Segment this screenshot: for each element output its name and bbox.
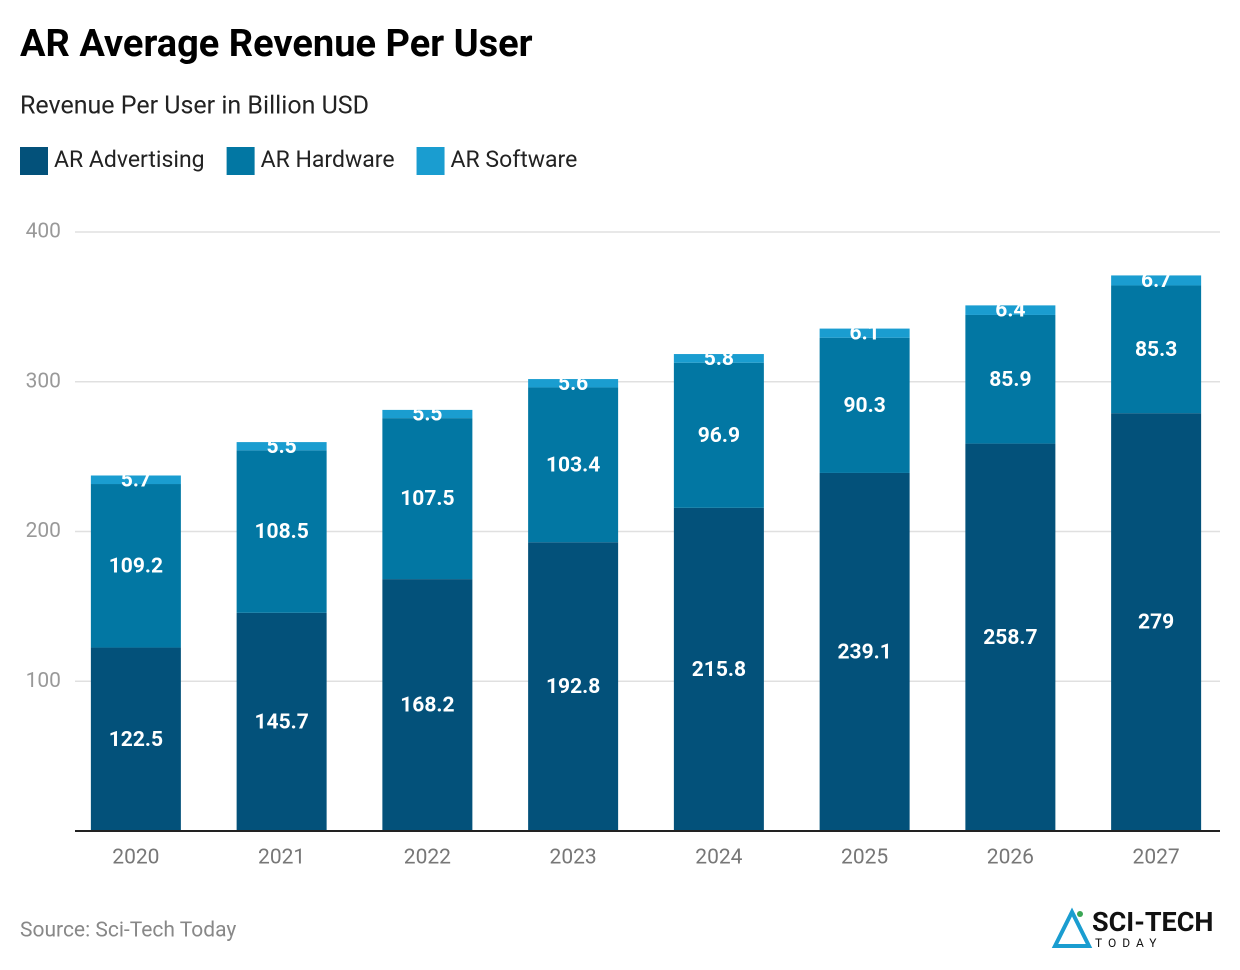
data-label: 5.5	[267, 435, 297, 459]
data-label: 85.3	[1135, 338, 1177, 362]
bar-segment	[965, 305, 1056, 315]
bar-segment	[90, 484, 181, 648]
x-tick-label: 2023	[550, 846, 597, 870]
bar-segment	[236, 612, 327, 831]
data-label: 215.8	[692, 658, 746, 682]
x-tick-label: 2022	[404, 846, 451, 870]
x-tick-label: 2026	[987, 846, 1034, 870]
logo-text: SCI-TECH	[1092, 906, 1213, 938]
data-label: 107.5	[400, 487, 454, 511]
data-label: 6.7	[1141, 269, 1171, 293]
data-label: 109.2	[109, 554, 163, 578]
bar-segment	[965, 443, 1056, 831]
bar-segment	[1111, 285, 1202, 414]
bar-segment	[965, 314, 1056, 444]
legend-swatch	[20, 147, 48, 175]
logo-dot	[1077, 911, 1083, 917]
bar-segment	[382, 409, 473, 419]
bar-segment	[819, 337, 910, 473]
legend-label: AR Advertising	[54, 146, 205, 173]
bar-segment	[382, 579, 473, 831]
data-label: 239.1	[837, 641, 891, 665]
data-label: 108.5	[254, 520, 308, 544]
data-label: 6.1	[850, 322, 880, 346]
data-label: 122.5	[109, 728, 163, 752]
bar-segment	[673, 362, 764, 508]
bar-segment	[528, 379, 619, 388]
bar-segment	[528, 387, 619, 543]
bar-segment	[673, 354, 764, 363]
data-label: 90.3	[844, 394, 886, 418]
data-label: 103.4	[546, 453, 600, 477]
bar-segment	[528, 542, 619, 831]
source: Source: Sci-Tech Today	[20, 919, 236, 943]
data-label: 5.8	[704, 347, 734, 371]
logo-icon	[1051, 907, 1093, 948]
x-tick-label: 2027	[1133, 846, 1180, 870]
legend-swatch	[416, 147, 445, 175]
legend-swatch	[226, 147, 255, 175]
legend-label: AR Software	[451, 146, 578, 173]
data-label: 192.8	[546, 675, 600, 699]
logo-subtext: TODAY	[1095, 936, 1163, 950]
x-tick-label: 2020	[112, 846, 159, 870]
chart-title: AR Average Revenue Per User	[20, 22, 533, 66]
x-tick-label: 2021	[258, 846, 305, 870]
chart-subtitle: Revenue Per User in Billion USD	[20, 92, 369, 121]
x-tick-label: 2024	[695, 846, 742, 870]
data-label: 145.7	[254, 710, 308, 734]
x-tick-label: 2025	[841, 846, 888, 870]
bar-segment	[90, 647, 181, 831]
data-label: 5.6	[558, 372, 588, 396]
data-label: 96.9	[698, 424, 740, 448]
bar-segment	[1111, 413, 1202, 831]
logo: SCI-TECH TODAY	[1051, 906, 1213, 950]
bar-segment	[673, 507, 764, 831]
legend-label: AR Hardware	[261, 146, 395, 173]
bar-segment	[90, 475, 181, 485]
y-tick-label: 100	[26, 669, 61, 693]
y-tick-label: 400	[26, 220, 61, 244]
data-label: 5.7	[121, 468, 151, 492]
data-label: 5.5	[412, 403, 442, 427]
bar-segment	[382, 418, 473, 580]
bar-segment	[819, 472, 910, 831]
data-label: 6.4	[995, 299, 1025, 323]
bar-segment	[236, 450, 327, 613]
data-label: 168.2	[400, 694, 454, 718]
y-tick-label: 300	[26, 369, 61, 393]
bar-segment	[819, 328, 910, 338]
y-tick-label: 200	[26, 519, 61, 543]
data-label: 85.9	[989, 368, 1031, 392]
data-label: 258.7	[983, 626, 1037, 650]
bar-segment	[236, 442, 327, 451]
bar-segment	[1111, 275, 1202, 286]
data-label: 279	[1138, 611, 1174, 635]
